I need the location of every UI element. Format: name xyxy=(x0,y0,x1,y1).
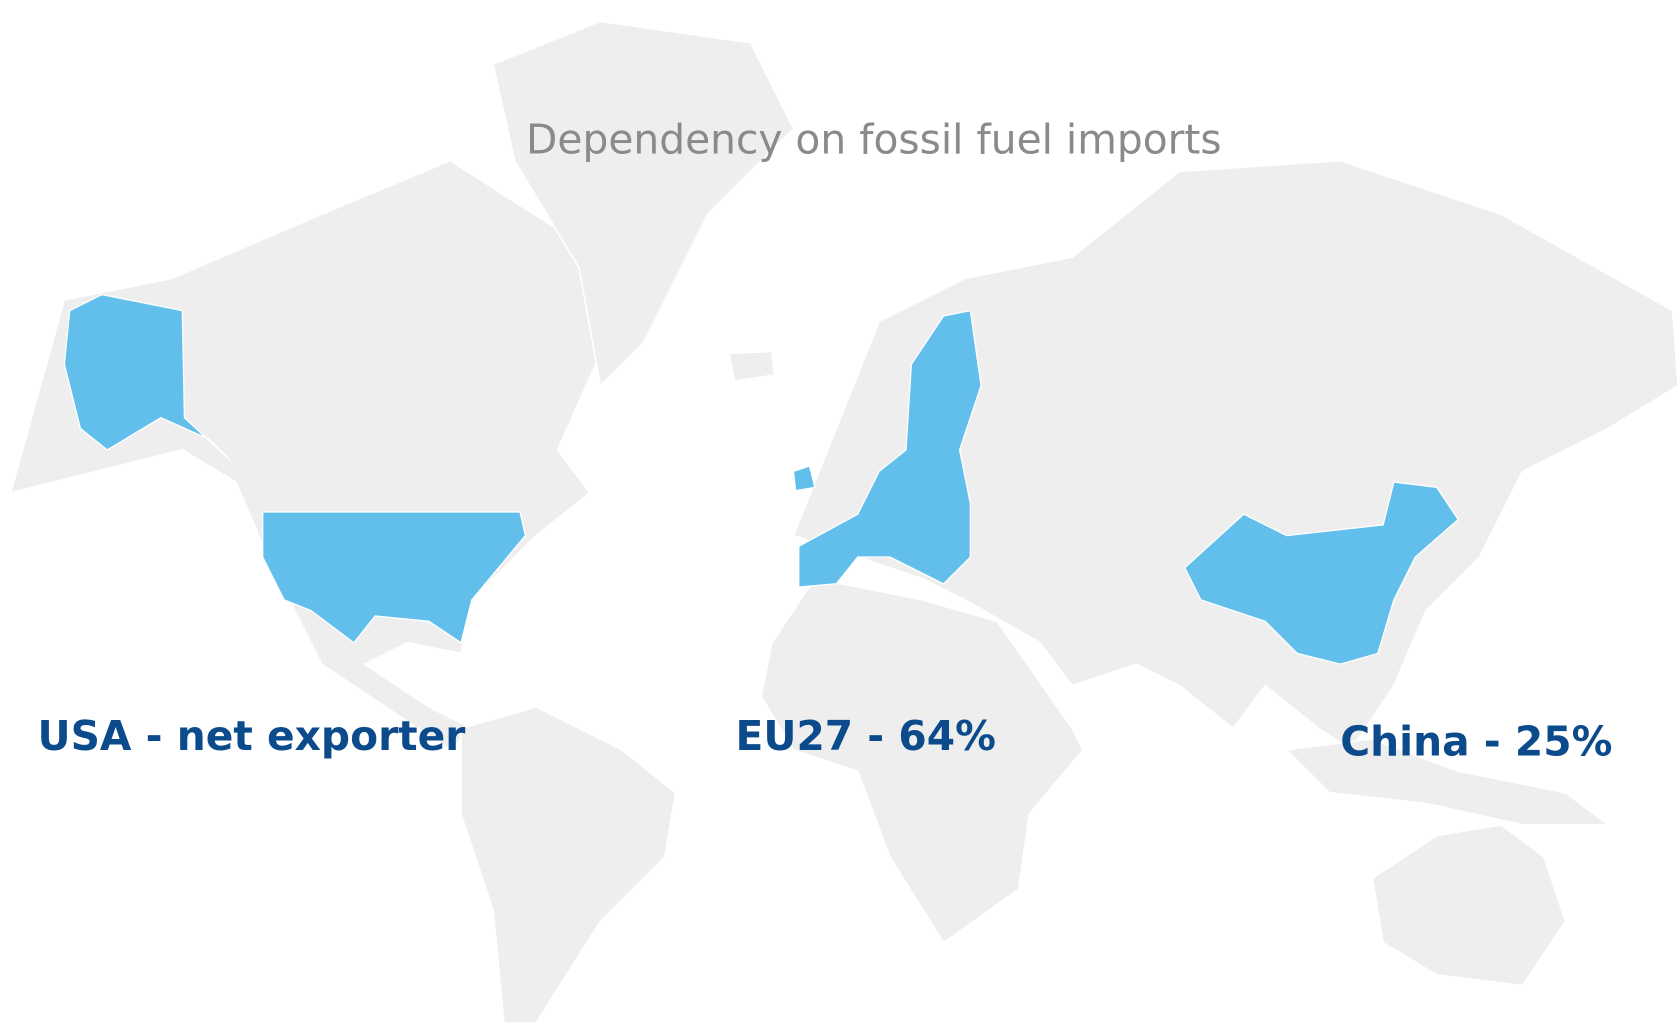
iceland xyxy=(728,350,776,383)
eurasia xyxy=(792,159,1678,751)
north-america xyxy=(9,159,602,751)
greenland xyxy=(492,20,795,388)
australia xyxy=(1371,823,1567,987)
africa xyxy=(760,577,1084,944)
china xyxy=(1183,481,1460,665)
southeast-asia-islands xyxy=(1284,738,1611,826)
highlighted-regions xyxy=(63,293,1460,665)
map-title: Dependency on fossil fuel imports xyxy=(526,115,1222,163)
south-america xyxy=(460,706,677,1023)
region-label: EU27 - 64% xyxy=(736,712,996,760)
region-label: China - 25% xyxy=(1340,717,1612,765)
ireland xyxy=(792,465,816,492)
region-label: USA - net exporter xyxy=(38,712,466,760)
eu27 xyxy=(798,309,982,588)
usa xyxy=(262,511,527,644)
alaska xyxy=(63,293,231,462)
